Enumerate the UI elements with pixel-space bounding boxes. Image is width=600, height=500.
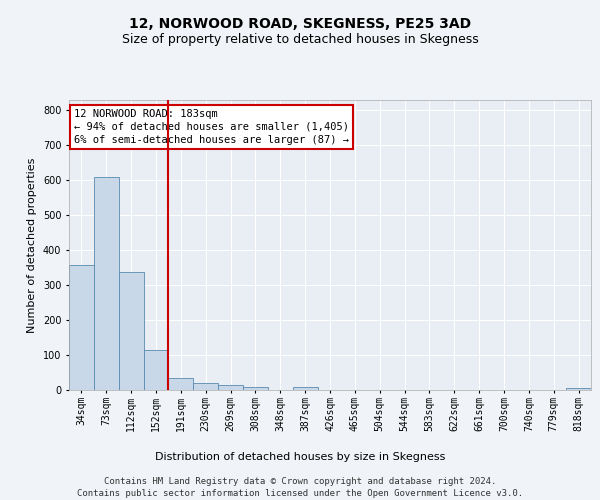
Bar xyxy=(119,272,143,390)
Bar xyxy=(143,350,169,390)
Bar xyxy=(243,386,268,390)
Y-axis label: Number of detached properties: Number of detached properties xyxy=(28,158,37,332)
Bar xyxy=(566,388,591,390)
Bar xyxy=(218,385,243,390)
Text: Size of property relative to detached houses in Skegness: Size of property relative to detached ho… xyxy=(122,32,478,46)
Text: Distribution of detached houses by size in Skegness: Distribution of detached houses by size … xyxy=(155,452,445,462)
Bar xyxy=(293,387,317,390)
Bar xyxy=(169,378,193,390)
Bar xyxy=(193,383,218,390)
Bar xyxy=(94,176,119,390)
Text: 12 NORWOOD ROAD: 183sqm
← 94% of detached houses are smaller (1,405)
6% of semi-: 12 NORWOOD ROAD: 183sqm ← 94% of detache… xyxy=(74,108,349,145)
Bar xyxy=(69,265,94,390)
Text: 12, NORWOOD ROAD, SKEGNESS, PE25 3AD: 12, NORWOOD ROAD, SKEGNESS, PE25 3AD xyxy=(129,18,471,32)
Text: Contains HM Land Registry data © Crown copyright and database right 2024.
Contai: Contains HM Land Registry data © Crown c… xyxy=(77,476,523,498)
